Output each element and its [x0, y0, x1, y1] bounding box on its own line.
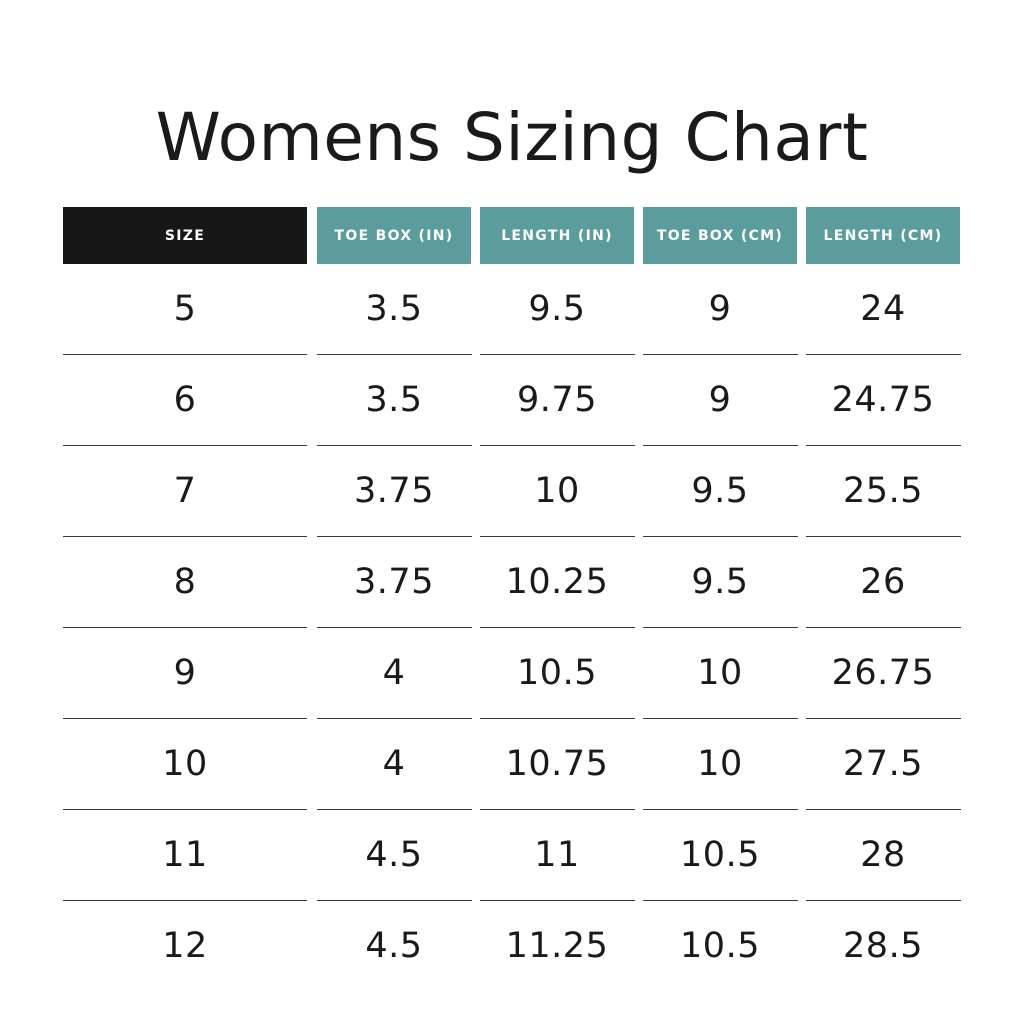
- row-divider: [317, 900, 472, 901]
- row-divider: [806, 900, 961, 901]
- row-divider: [643, 809, 798, 810]
- row-divider: [317, 536, 472, 537]
- table-cell-length-in: 10: [534, 471, 580, 511]
- table-cell-toe-box-cm: 10.5: [680, 835, 760, 875]
- length-in-header: LENGTH (IN): [480, 207, 634, 264]
- row-divider: [63, 536, 307, 537]
- row-divider: [480, 900, 635, 901]
- row-divider: [806, 627, 961, 628]
- row-divider: [317, 445, 472, 446]
- row-divider: [63, 445, 307, 446]
- table-cell-toe-box-in: 3.75: [354, 562, 434, 602]
- table-cell-toe-box-cm: 9.5: [691, 562, 749, 602]
- row-divider: [643, 627, 798, 628]
- table-cell-length-in: 9.5: [528, 289, 586, 329]
- toe-box-in-header: TOE BOX (IN): [317, 207, 471, 264]
- row-divider: [317, 809, 472, 810]
- row-divider: [317, 627, 472, 628]
- table-cell-size: 11: [162, 835, 208, 875]
- table-cell-length-in: 11.25: [505, 926, 609, 966]
- table-cell-length-in: 10.25: [505, 562, 609, 602]
- length-cm-header: LENGTH (CM): [806, 207, 960, 264]
- table-cell-size: 9: [173, 653, 197, 693]
- table-cell-length-cm: 28: [860, 835, 906, 875]
- table-cell-length-in: 10.5: [517, 653, 597, 693]
- row-divider: [63, 809, 307, 810]
- table-cell-toe-box-in: 3.5: [365, 380, 423, 420]
- table-cell-toe-box-in: 4: [382, 653, 406, 693]
- table-cell-length-cm: 24: [860, 289, 906, 329]
- table-cell-length-in: 9.75: [517, 380, 597, 420]
- table-cell-toe-box-in: 4.5: [365, 926, 423, 966]
- page-title: Womens Sizing Chart: [155, 99, 869, 176]
- row-divider: [63, 718, 307, 719]
- row-divider: [643, 536, 798, 537]
- row-divider: [480, 445, 635, 446]
- table-cell-toe-box-cm: 10: [697, 744, 743, 784]
- table-cell-size: 6: [173, 380, 197, 420]
- table-cell-size: 8: [173, 562, 197, 602]
- table-cell-size: 10: [162, 744, 208, 784]
- table-cell-length-cm: 27.5: [843, 744, 923, 784]
- table-cell-length-cm: 24.75: [831, 380, 935, 420]
- toe-box-cm-header: TOE BOX (CM): [643, 207, 797, 264]
- row-divider: [643, 354, 798, 355]
- table-cell-length-cm: 25.5: [843, 471, 923, 511]
- size-header: SIZE: [63, 207, 307, 264]
- row-divider: [806, 445, 961, 446]
- table-cell-toe-box-in: 4.5: [365, 835, 423, 875]
- row-divider: [63, 354, 307, 355]
- table-cell-toe-box-cm: 9.5: [691, 471, 749, 511]
- table-cell-size: 7: [173, 471, 197, 511]
- table-cell-length-cm: 28.5: [843, 926, 923, 966]
- row-divider: [480, 354, 635, 355]
- table-cell-length-in: 10.75: [505, 744, 609, 784]
- row-divider: [643, 718, 798, 719]
- table-cell-size: 5: [173, 289, 197, 329]
- row-divider: [806, 718, 961, 719]
- row-divider: [480, 536, 635, 537]
- table-cell-toe-box-in: 3.5: [365, 289, 423, 329]
- table-cell-length-cm: 26.75: [831, 653, 935, 693]
- table-cell-size: 12: [162, 926, 208, 966]
- row-divider: [806, 536, 961, 537]
- table-cell-toe-box-cm: 9: [708, 380, 732, 420]
- row-divider: [480, 809, 635, 810]
- row-divider: [63, 627, 307, 628]
- row-divider: [480, 718, 635, 719]
- row-divider: [317, 718, 472, 719]
- row-divider: [643, 900, 798, 901]
- table-cell-toe-box-in: 4: [382, 744, 406, 784]
- table-cell-length-in: 11: [534, 835, 580, 875]
- row-divider: [317, 354, 472, 355]
- row-divider: [806, 354, 961, 355]
- row-divider: [806, 809, 961, 810]
- table-cell-length-cm: 26: [860, 562, 906, 602]
- table-cell-toe-box-cm: 9: [708, 289, 732, 329]
- table-cell-toe-box-cm: 10: [697, 653, 743, 693]
- table-cell-toe-box-in: 3.75: [354, 471, 434, 511]
- table-cell-toe-box-cm: 10.5: [680, 926, 760, 966]
- row-divider: [480, 627, 635, 628]
- row-divider: [63, 900, 307, 901]
- row-divider: [643, 445, 798, 446]
